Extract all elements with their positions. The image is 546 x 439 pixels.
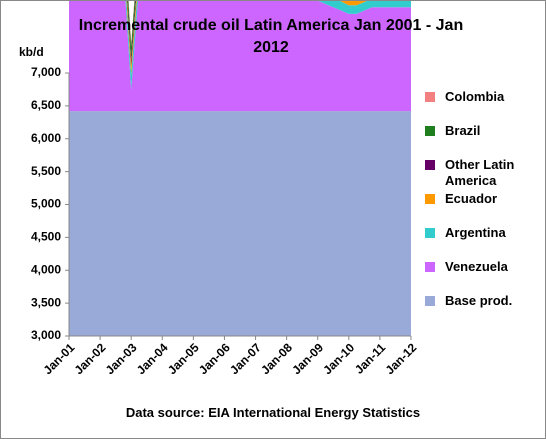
legend-label: Other Latin America	[445, 157, 515, 188]
legend-label: Colombia	[445, 89, 505, 104]
source-note: Data source: EIA International Energy St…	[125, 405, 421, 420]
x-tick-label: Jan-07	[227, 340, 264, 377]
y-tick-label: 5,000	[31, 197, 61, 211]
x-tick-label: Jan-01	[41, 340, 78, 377]
y-tick-label: 3,500	[31, 295, 61, 309]
y-axis-label: kb/d	[19, 45, 44, 59]
x-tick-label: Jan-09	[289, 340, 326, 377]
x-tick-label: Jan-02	[72, 340, 109, 377]
legend-entry: Base prod.	[425, 293, 543, 327]
x-tick-label: Jan-03	[103, 340, 140, 377]
y-tick-label: 5,500	[31, 164, 61, 178]
y-tick-label: 6,500	[31, 98, 61, 112]
x-tick-label: Jan-04	[134, 340, 171, 377]
legend-swatch	[425, 92, 435, 102]
area	[69, 1, 411, 112]
area	[127, 1, 137, 66]
legend-swatch	[425, 160, 435, 170]
legend-entry: Other Latin America	[425, 157, 543, 191]
y-tick-label: 3,000	[31, 328, 61, 342]
y-tick-label: 6,000	[31, 131, 61, 145]
legend-entry: Venezuela	[425, 259, 543, 293]
x-tick-label: Jan-06	[196, 340, 233, 377]
y-tick-label: 4,000	[31, 262, 61, 276]
legend-label: Ecuador	[445, 191, 498, 206]
legend-entry: Ecuador	[425, 191, 543, 225]
legend-label: Argentina	[445, 225, 506, 240]
y-tick-label: 7,000	[31, 65, 61, 79]
legend-entry: Colombia	[425, 89, 543, 123]
legend-swatch	[425, 262, 435, 272]
legend-swatch	[425, 228, 435, 238]
area	[69, 111, 411, 336]
legend-label: Venezuela	[445, 259, 508, 274]
x-tick-label: Jan-05	[165, 340, 202, 377]
legend-label: Brazil	[445, 123, 481, 138]
legend-label: Base prod.	[445, 293, 513, 308]
y-tick-label: 4,500	[31, 230, 61, 244]
legend-swatch	[425, 194, 435, 204]
legend: Colombia Brazil Other Latin America Ecuador…	[425, 89, 543, 327]
legend-entry: Brazil	[425, 123, 543, 157]
legend-swatch	[425, 296, 435, 306]
x-tick-label: Jan-12	[383, 340, 420, 377]
x-tick-label: Jan-08	[258, 340, 295, 377]
legend-entry: Argentina	[425, 225, 543, 259]
x-tick-label: Jan-11	[352, 340, 389, 377]
chart-title: Incremental crude oil Latin America Jan …	[78, 17, 464, 56]
area	[127, 1, 136, 60]
x-tick-label: Jan-10	[320, 340, 357, 377]
legend-swatch	[425, 126, 435, 136]
